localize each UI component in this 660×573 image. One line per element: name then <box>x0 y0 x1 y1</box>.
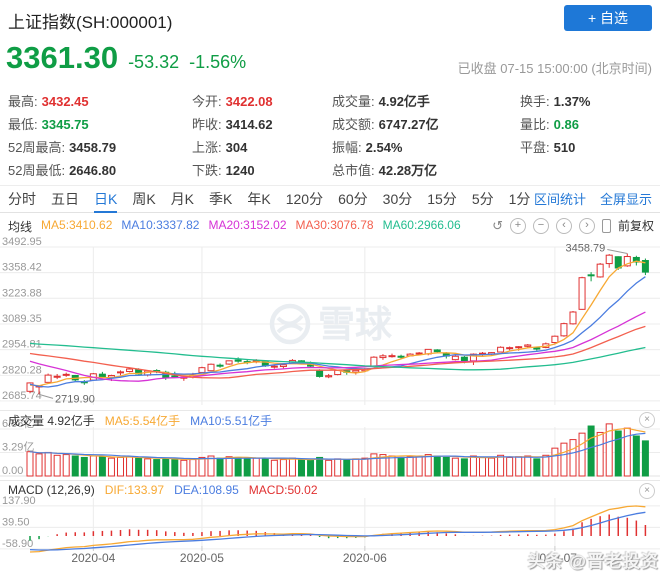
ma10-value: MA10:3337.82 <box>121 218 200 232</box>
svg-text:39.50: 39.50 <box>2 516 30 528</box>
pan-right-icon[interactable]: › <box>578 217 595 234</box>
add-watchlist-button[interactable]: + 自选 <box>564 5 652 31</box>
stats-col-3: 成交量: 4.92亿手 成交额: 6747.27亿 振幅: 2.54% 总市值: 42.… <box>332 90 439 182</box>
svg-text:2020-07: 2020-07 <box>533 551 577 565</box>
adjust-mode-dropdown[interactable]: 前复权 <box>617 219 654 233</box>
ma-legend: 均线 MA5:3410.62 MA10:3337.82 MA20:3152.02… <box>8 218 461 235</box>
volume-ma5: MA5:5.54亿手 <box>104 414 181 428</box>
market-status: 已收盘 07-15 15:00:00 (北京时间) <box>457 61 652 76</box>
ma5-value: MA5:3410.62 <box>41 218 113 232</box>
tab-5min[interactable]: 5分 <box>471 190 494 207</box>
zoom-out-icon[interactable]: − <box>532 217 549 234</box>
tab-120min[interactable]: 120分 <box>285 190 324 207</box>
stat-item: 最低: 3345.75 <box>8 117 89 132</box>
volume-close-icon[interactable]: × <box>639 412 655 428</box>
svg-text:6.58亿: 6.58亿 <box>2 417 34 430</box>
svg-text:3358.42: 3358.42 <box>2 262 42 274</box>
tab-daily-k[interactable]: 日K <box>94 186 118 213</box>
tab-15min[interactable]: 15分 <box>427 190 457 207</box>
ma20-value: MA20:3152.02 <box>208 218 287 232</box>
macd-dea: DEA:108.95 <box>174 483 239 497</box>
tab-quarterly-k[interactable]: 季K <box>209 190 233 207</box>
volume-title: 成交量 4.92亿手 <box>8 414 95 428</box>
pan-left-icon[interactable]: ‹ <box>555 217 572 234</box>
ma60-value: MA60:2966.06 <box>382 218 461 232</box>
ma-legend-prefix: 均线 <box>8 220 33 234</box>
svg-text:2685.74: 2685.74 <box>2 390 42 402</box>
price-change-pct: -1.56% <box>189 52 247 72</box>
svg-text:3223.88: 3223.88 <box>2 287 42 299</box>
svg-text:-58.90: -58.90 <box>2 538 33 550</box>
svg-text:2020-06: 2020-06 <box>343 551 387 565</box>
stat-item: 52周最高: 3458.79 <box>8 140 117 155</box>
svg-text:0.00: 0.00 <box>2 465 23 477</box>
stat-item: 平盘: 510 <box>520 140 576 155</box>
tab-30min[interactable]: 30分 <box>382 190 413 207</box>
stat-item: 最高: 3432.45 <box>8 94 89 109</box>
tab-weekly-k[interactable]: 周K <box>132 190 156 207</box>
period-tabbar: 分时 五日 日K 周K 月K 季K 年K 120分 60分 30分 15分 5分… <box>0 185 660 213</box>
svg-text:3492.95: 3492.95 <box>2 236 42 248</box>
stats-col-4: 换手: 1.37% 量比: 0.86 平盘: 510 <box>520 90 591 159</box>
chart-tools: 区间统计 全屏显示 <box>534 189 652 208</box>
stat-item: 总市值: 42.28万亿 <box>332 163 438 178</box>
stat-item: 今开: 3422.08 <box>192 94 273 109</box>
corner-watermark: 头条 @晋老投资 <box>527 552 659 571</box>
svg-text:137.90: 137.90 <box>2 495 36 507</box>
tab-5day[interactable]: 五日 <box>51 190 79 207</box>
macd-title: MACD (12,26,9) <box>8 483 95 497</box>
ma30-value: MA30:3076.78 <box>295 218 374 232</box>
page-title: 上证指数(SH:000001) <box>8 13 173 32</box>
tab-yearly-k[interactable]: 年K <box>247 190 271 207</box>
stat-item: 量比: 0.86 <box>520 117 579 132</box>
stat-item: 成交量: 4.92亿手 <box>332 94 430 109</box>
svg-text:3458.79: 3458.79 <box>566 243 606 255</box>
stat-item: 成交额: 6747.27亿 <box>332 117 439 132</box>
volume-header: 成交量 4.92亿手 MA5:5.54亿手 MA10:5.51亿手 <box>8 412 272 429</box>
stat-item: 昨收: 3414.62 <box>192 117 273 132</box>
svg-text:2020-05: 2020-05 <box>180 551 224 565</box>
center-watermark <box>269 303 311 345</box>
svg-text:2820.28: 2820.28 <box>2 364 42 376</box>
svg-text:2719.90: 2719.90 <box>55 393 95 405</box>
macd-header: MACD (12,26,9) DIF:133.97 DEA:108.95 MAC… <box>8 483 318 497</box>
stats-col-1: 最高: 3432.45 最低: 3345.75 52周最高: 3458.79 52周最… <box>8 90 116 182</box>
svg-text:3.29亿: 3.29亿 <box>2 441 34 454</box>
reset-icon[interactable]: ↺ <box>492 217 503 233</box>
svg-text:2954.81: 2954.81 <box>2 339 42 351</box>
zoom-in-icon[interactable]: + <box>509 217 526 234</box>
svg-text:3089.35: 3089.35 <box>2 313 42 325</box>
tab-1min[interactable]: 1分 <box>508 190 531 207</box>
volume-ma10: MA10:5.51亿手 <box>190 414 273 428</box>
svg-text:2020-04: 2020-04 <box>71 551 115 565</box>
svg-text:雪球: 雪球 <box>318 304 393 345</box>
tab-minute[interactable]: 分时 <box>8 190 36 207</box>
tab-monthly-k[interactable]: 月K <box>170 190 195 207</box>
stat-item: 振幅: 2.54% <box>332 140 403 155</box>
stat-item: 52周最低: 2646.80 <box>8 163 117 178</box>
macd-close-icon[interactable]: × <box>639 483 655 499</box>
macd-value: MACD:50.02 <box>248 483 318 497</box>
stats-grid: 最高: 3432.45 最低: 3345.75 52周最高: 3458.79 52周最… <box>0 90 660 184</box>
stat-item: 上涨: 304 <box>192 140 248 155</box>
macd-dif: DIF:133.97 <box>104 483 165 497</box>
stat-item: 换手: 1.37% <box>520 94 591 109</box>
price-change: -53.32 <box>128 52 180 72</box>
mobile-icon[interactable] <box>601 218 611 233</box>
price-block: 3361.30 -53.32 -1.56% <box>6 40 246 76</box>
tab-60min[interactable]: 60分 <box>338 190 368 207</box>
fullscreen-link[interactable]: 全屏显示 <box>599 192 652 207</box>
range-stats-link[interactable]: 区间统计 <box>533 192 586 207</box>
current-price: 3361.30 <box>6 40 119 75</box>
stats-col-2: 今开: 3422.08 昨收: 3414.62 上涨: 304 下跌: 1240 <box>192 90 273 182</box>
chart-controls: ↺ + − ‹ › 前复权 <box>492 217 654 234</box>
stat-item: 下跌: 1240 <box>192 163 255 178</box>
